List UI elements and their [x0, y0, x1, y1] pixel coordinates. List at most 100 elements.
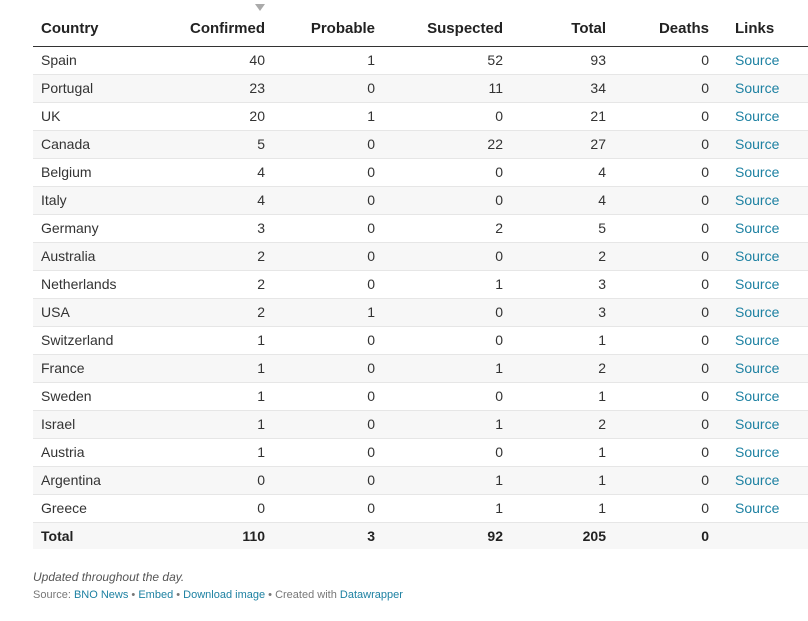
cell-country: France	[33, 354, 173, 383]
cell-links: Source	[717, 214, 808, 243]
cell-links: Source	[717, 130, 808, 159]
cell-suspected: 52	[383, 46, 511, 75]
cell-probable: 0	[273, 494, 383, 523]
cell-probable: 0	[273, 214, 383, 243]
table-row: Canada 5 0 22 27 0 Source	[33, 130, 808, 159]
table-notes: Updated throughout the day.	[33, 570, 185, 584]
source-link[interactable]: Source	[735, 388, 780, 404]
source-link[interactable]: Source	[735, 192, 780, 208]
cell-suspected: 1	[383, 270, 511, 299]
cell-suspected: 0	[383, 326, 511, 355]
header-row: Country Confirmed Probable Suspected Tot…	[33, 0, 808, 47]
header-country[interactable]: Country	[33, 0, 173, 47]
cell-confirmed: 1	[173, 438, 273, 467]
cell-confirmed: 2	[173, 270, 273, 299]
cell-probable: 0	[273, 466, 383, 495]
cell-country: Austria	[33, 438, 173, 467]
table-row: Israel 1 0 1 2 0 Source	[33, 410, 808, 439]
cell-country: Portugal	[33, 74, 173, 103]
cell-confirmed: 2	[173, 298, 273, 327]
source-link[interactable]: Source	[735, 52, 780, 68]
cell-deaths: 0	[614, 130, 717, 159]
source-link[interactable]: Source	[735, 360, 780, 376]
cell-confirmed: 0	[173, 494, 273, 523]
source-link[interactable]: Source	[735, 416, 780, 432]
download-image-link[interactable]: Download image	[183, 589, 266, 601]
table-row: Germany 3 0 2 5 0 Source	[33, 214, 808, 243]
cell-probable: 0	[273, 326, 383, 355]
table-footer: Total 110 3 92 205 0	[33, 521, 808, 549]
cell-probable: 0	[273, 158, 383, 187]
source-link[interactable]: Source	[735, 136, 780, 152]
cell-suspected: 1	[383, 494, 511, 523]
source-link[interactable]: Source	[735, 304, 780, 320]
table-row: Portugal 23 0 11 34 0 Source	[33, 74, 808, 103]
cell-suspected: 1	[383, 466, 511, 495]
cell-deaths: 0	[614, 494, 717, 523]
table-row: Netherlands 2 0 1 3 0 Source	[33, 270, 808, 299]
cell-probable: 1	[273, 102, 383, 131]
cell-deaths: 0	[614, 466, 717, 495]
table-row: Austria 1 0 0 1 0 Source	[33, 438, 808, 467]
source-link[interactable]: Source	[735, 472, 780, 488]
source-link[interactable]: Source	[735, 332, 780, 348]
embed-link[interactable]: Embed	[138, 589, 174, 601]
cell-confirmed: 5	[173, 130, 273, 159]
cell-links: Source	[717, 158, 808, 187]
header-confirmed[interactable]: Confirmed	[173, 0, 273, 47]
source-link[interactable]: Source	[735, 500, 780, 516]
cell-total: 2	[511, 242, 614, 271]
source-link[interactable]: Source	[735, 220, 780, 236]
source-link[interactable]: Source	[735, 108, 780, 124]
source-link-bno-news[interactable]: BNO News	[73, 589, 129, 601]
cell-suspected: 0	[383, 438, 511, 467]
cell-total: 27	[511, 130, 614, 159]
cell-links: Source	[717, 186, 808, 215]
cell-deaths: 0	[614, 410, 717, 439]
cell-links: Source	[717, 494, 808, 523]
cell-country: Canada	[33, 130, 173, 159]
created-with-text: • Created with	[265, 589, 340, 601]
cell-deaths: 0	[614, 298, 717, 327]
source-link[interactable]: Source	[735, 80, 780, 96]
header-links[interactable]: Links	[717, 0, 808, 47]
table-row: Belgium 4 0 0 4 0 Source	[33, 158, 808, 187]
datawrapper-link[interactable]: Datawrapper	[339, 589, 403, 601]
cell-probable: 0	[273, 130, 383, 159]
source-link[interactable]: Source	[735, 276, 780, 292]
cell-confirmed: 1	[173, 326, 273, 355]
cell-suspected: 0	[383, 382, 511, 411]
source-link[interactable]: Source	[735, 248, 780, 264]
cell-total: 93	[511, 46, 614, 75]
table-row: Italy 4 0 0 4 0 Source	[33, 186, 808, 215]
totals-suspected: 92	[383, 521, 511, 549]
header-deaths[interactable]: Deaths	[614, 0, 717, 47]
cell-confirmed: 23	[173, 74, 273, 103]
cell-probable: 0	[273, 74, 383, 103]
footer-separator: •	[173, 589, 184, 601]
cell-suspected: 1	[383, 410, 511, 439]
cell-probable: 0	[273, 410, 383, 439]
cell-confirmed: 1	[173, 382, 273, 411]
cell-probable: 0	[273, 186, 383, 215]
table-row: Switzerland 1 0 0 1 0 Source	[33, 326, 808, 355]
cell-total: 1	[511, 494, 614, 523]
cell-links: Source	[717, 46, 808, 75]
header-total[interactable]: Total	[511, 0, 614, 47]
cell-confirmed: 0	[173, 466, 273, 495]
table-row: Sweden 1 0 0 1 0 Source	[33, 382, 808, 411]
source-link[interactable]: Source	[735, 164, 780, 180]
cell-confirmed: 1	[173, 354, 273, 383]
source-link[interactable]: Source	[735, 444, 780, 460]
cell-deaths: 0	[614, 186, 717, 215]
header-probable[interactable]: Probable	[273, 0, 383, 47]
header-suspected[interactable]: Suspected	[383, 0, 511, 47]
table-row: Australia 2 0 0 2 0 Source	[33, 242, 808, 271]
cell-total: 3	[511, 298, 614, 327]
cell-deaths: 0	[614, 382, 717, 411]
cell-total: 2	[511, 354, 614, 383]
cell-total: 1	[511, 438, 614, 467]
cell-probable: 0	[273, 382, 383, 411]
cell-suspected: 22	[383, 130, 511, 159]
cell-deaths: 0	[614, 438, 717, 467]
